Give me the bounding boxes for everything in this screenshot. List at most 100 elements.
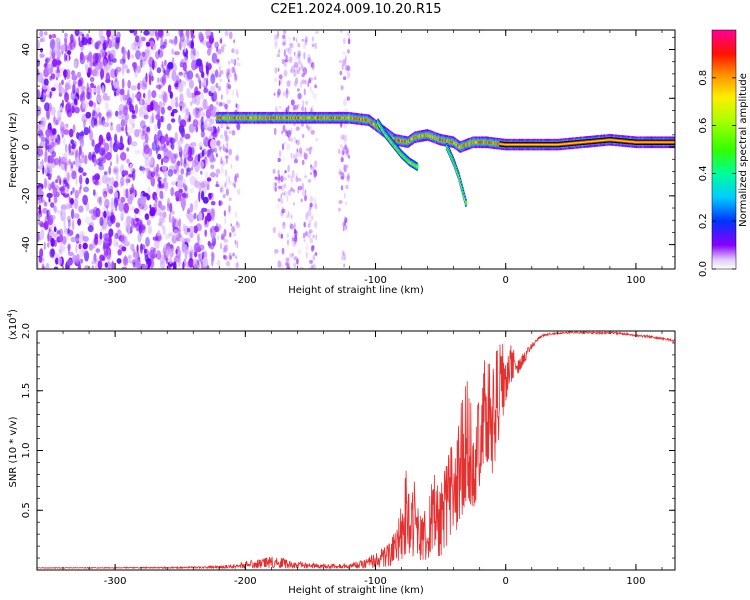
noise-blob	[140, 223, 146, 234]
noise-blob	[184, 144, 189, 153]
noise-blob	[65, 81, 69, 91]
noise-band-blob	[303, 239, 306, 243]
noise-band-blob	[343, 37, 346, 45]
noise-band-blob	[346, 71, 351, 79]
noise-blob	[142, 110, 149, 116]
noise-blob	[105, 62, 112, 72]
noise-blob	[194, 90, 201, 96]
noise-blob	[131, 92, 135, 103]
noise-blob	[73, 198, 79, 210]
noise-band-blob	[340, 85, 344, 91]
noise-band-blob	[315, 138, 318, 142]
noise-blob	[127, 225, 131, 236]
noise-band-blob	[225, 68, 230, 76]
noise-blob	[78, 131, 85, 137]
noise-band-blob	[302, 133, 305, 139]
noise-band-blob	[338, 207, 341, 212]
noise-blob	[45, 164, 48, 176]
noise-band-blob	[304, 175, 307, 179]
noise-blob	[37, 72, 44, 83]
noise-blob	[203, 87, 208, 94]
noise-band-blob	[307, 57, 312, 64]
noise-blob	[149, 40, 155, 48]
noise-blob	[56, 117, 60, 125]
snr-y-axis-label: SNR (10 * v/v)	[8, 416, 19, 487]
noise-blob	[150, 175, 155, 187]
noise-band-blob	[215, 168, 221, 175]
noise-blob	[75, 149, 79, 158]
noise-band-blob	[298, 185, 303, 191]
noise-blob	[173, 228, 179, 239]
noise-blob	[151, 90, 157, 98]
noise-band-blob	[232, 252, 236, 257]
noise-band-blob	[215, 82, 219, 89]
noise-band-blob	[308, 147, 312, 155]
noise-blob	[185, 30, 190, 38]
noise-band-blob	[343, 138, 347, 146]
noise-blob	[154, 30, 158, 37]
noise-band-blob	[221, 235, 226, 241]
noise-blob	[131, 259, 138, 265]
noise-blob	[108, 55, 111, 66]
noise-band-blob	[220, 94, 223, 100]
noise-blob	[144, 167, 151, 172]
noise-band-blob	[273, 127, 277, 136]
noise-blob	[210, 73, 216, 85]
noise-band-blob	[231, 130, 236, 136]
noise-band-blob	[235, 262, 239, 269]
noise-band-blob	[296, 148, 299, 152]
noise-blob	[188, 187, 195, 194]
noise-blob	[77, 79, 83, 88]
noise-blob	[129, 206, 136, 211]
noise-band-blob	[281, 143, 285, 151]
noise-blob	[116, 31, 120, 38]
noise-blob	[63, 217, 66, 228]
noise-band-blob	[284, 59, 289, 63]
noise-band-blob	[220, 165, 224, 169]
noise-blob	[116, 123, 121, 133]
noise-band-blob	[302, 99, 305, 108]
noise-blob	[200, 116, 204, 126]
noise-blob	[128, 173, 134, 178]
noise-band-blob	[219, 134, 224, 139]
noise-band-blob	[235, 154, 240, 162]
noise-band-blob	[302, 232, 306, 239]
noise-band-blob	[314, 31, 319, 34]
noise-band-blob	[222, 43, 227, 48]
noise-band-blob	[219, 38, 223, 44]
noise-blob	[212, 116, 215, 121]
noise-blob	[75, 174, 78, 186]
noise-blob	[213, 91, 218, 102]
noise-blob	[186, 246, 189, 255]
noise-blob	[38, 204, 42, 215]
noise-band-blob	[282, 124, 286, 133]
noise-blob	[71, 142, 76, 149]
noise-band-blob	[315, 233, 318, 241]
noise-blob	[206, 149, 211, 158]
noise-band-blob	[311, 36, 314, 42]
noise-blob	[154, 199, 158, 207]
noise-blob	[119, 88, 125, 96]
noise-band-blob	[341, 256, 346, 261]
noise-blob	[139, 106, 144, 117]
noise-band-blob	[304, 79, 307, 85]
noise-blob	[197, 107, 204, 112]
noise-band-blob	[345, 164, 349, 168]
noise-blob	[184, 185, 188, 192]
noise-blob	[105, 101, 109, 111]
noise-blob	[96, 94, 103, 104]
noise-blob	[88, 125, 91, 134]
noise-blob	[47, 66, 54, 75]
noise-band-blob	[311, 105, 314, 112]
noise-blob	[115, 110, 119, 117]
noise-band-blob	[312, 93, 317, 100]
noise-blob	[61, 235, 67, 245]
noise-blob	[188, 258, 194, 268]
noise-band-blob	[343, 263, 346, 268]
noise-blob	[44, 215, 51, 225]
noise-blob	[44, 139, 50, 151]
noise-blob	[90, 219, 94, 227]
noise-blob	[79, 51, 84, 61]
noise-blob	[42, 91, 46, 101]
noise-blob	[172, 226, 179, 234]
